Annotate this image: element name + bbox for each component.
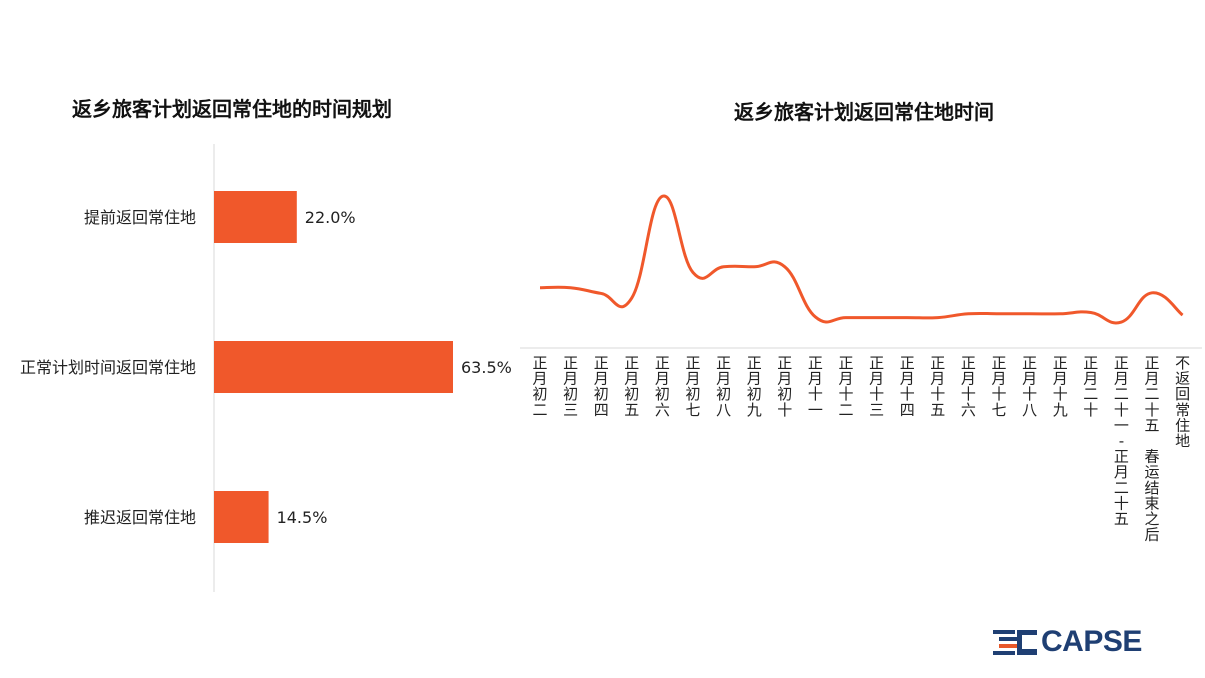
bar-category-label: 正常计划时间返回常住地 [20, 358, 196, 377]
x-tick-label: 正月初六 [655, 354, 670, 419]
bar [214, 491, 269, 543]
x-tick-label: 正月初七 [685, 354, 700, 419]
x-tick-label: 不返回常住地 [1175, 354, 1190, 450]
x-tick-label: 正月十一 [808, 354, 823, 419]
bar-value-label: 14.5% [277, 508, 328, 527]
capse-logo-mark-icon [993, 630, 1037, 655]
bar-category-label: 提前返回常住地 [84, 208, 196, 227]
bar-chart-title: 返乡旅客计划返回常住地的时间规划 [72, 97, 392, 121]
x-tick-label: 正月初九 [747, 354, 762, 419]
x-tick-label: 正月初二 [532, 354, 547, 419]
line-chart-title: 返乡旅客计划返回常住地时间 [734, 100, 994, 124]
x-tick-label: 正月十三 [869, 354, 884, 419]
x-tick-label: 正月初三 [563, 354, 578, 419]
capse-logo-text: CAPSE [1041, 625, 1142, 658]
x-tick-label: 正月十五 [930, 354, 945, 419]
x-tick-label: 正月初八 [716, 354, 731, 419]
bar-chart: 提前返回常住地 22.0% 正常计划时间返回常住地 63.5% 推迟返回常住地 14.5% [20, 144, 512, 592]
bar-value-label: 63.5% [461, 358, 512, 377]
bar-category-label: 推迟返回常住地 [84, 508, 196, 527]
x-tick-label: 正月初五 [624, 354, 639, 419]
bar [214, 191, 297, 243]
x-tick-label: 正月十九 [1053, 354, 1068, 419]
capse-logo: CAPSE [993, 622, 1142, 662]
x-tick-label: 正月初四 [594, 354, 609, 419]
x-tick-label: 正月二十五 春运结束之后 [1144, 354, 1159, 544]
x-tick-label: 正月十七 [991, 354, 1006, 419]
bar-value-label: 22.0% [305, 208, 356, 227]
x-tick-label: 正月十四 [900, 354, 915, 419]
line-series [539, 194, 1184, 325]
x-tick-label: 正月十二 [838, 354, 853, 419]
x-tick-label: 正月初十 [777, 354, 792, 419]
bar [214, 341, 453, 393]
x-tick-label: 正月十八 [1022, 354, 1037, 419]
x-tick-label: 正月十六 [961, 354, 976, 419]
x-tick-label: 正月二十一-正月二十五 [1114, 354, 1129, 528]
x-tick-label: 正月二十 [1083, 354, 1098, 419]
